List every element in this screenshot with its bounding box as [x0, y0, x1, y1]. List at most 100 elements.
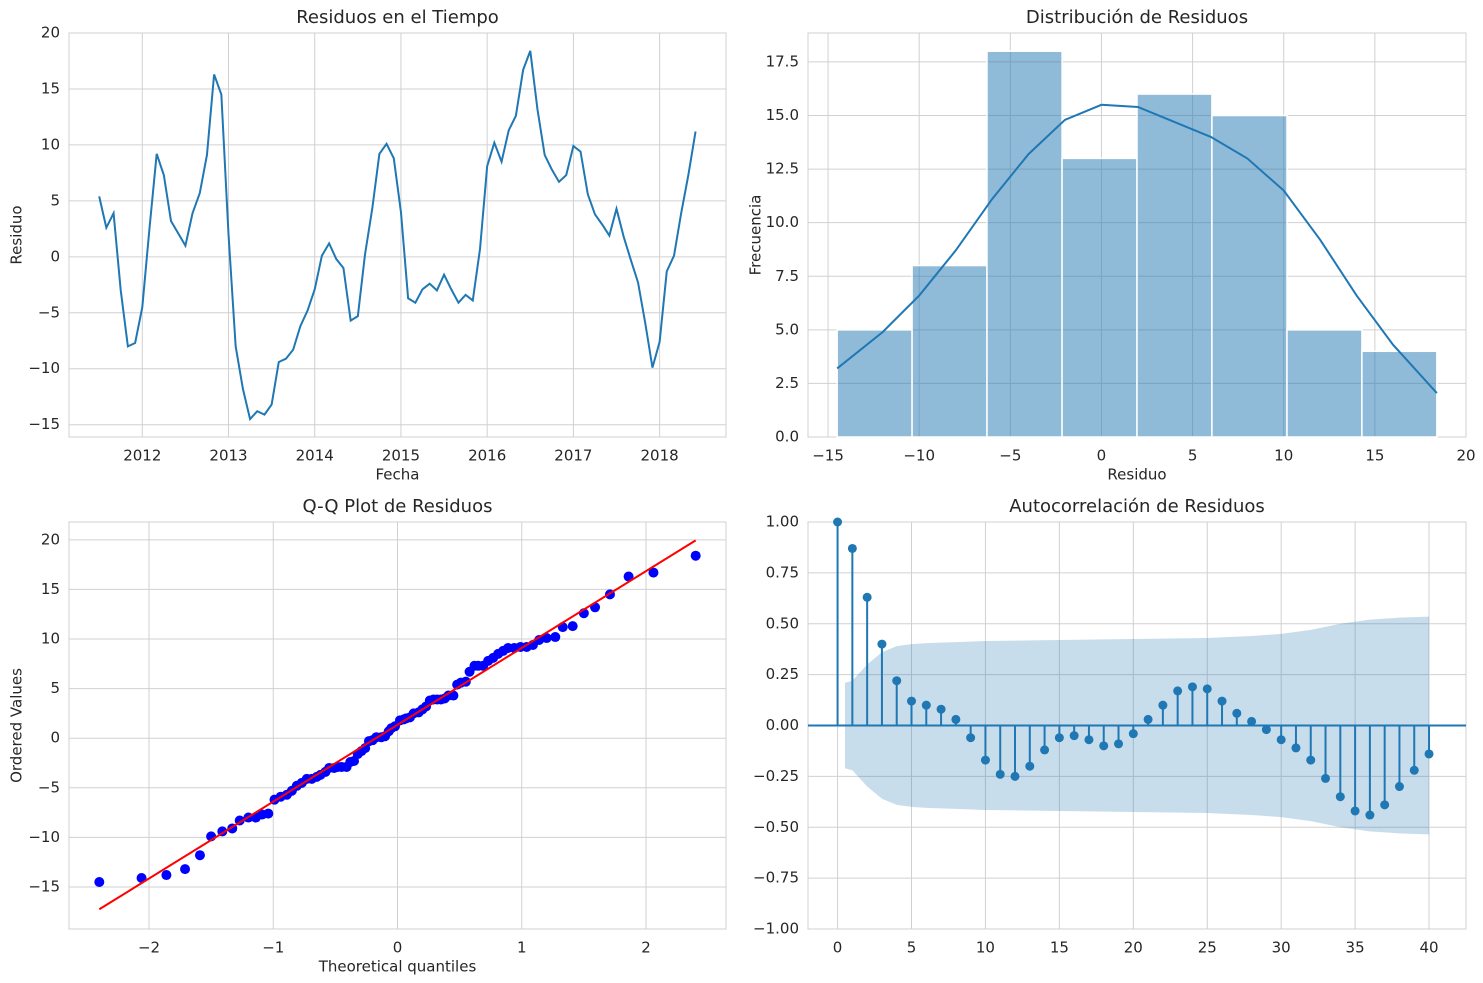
stem-marker — [995, 769, 1005, 779]
y-tick-label: −0.75 — [753, 869, 799, 887]
y-tick-label: 0.75 — [766, 563, 799, 581]
y-tick-label: 1.00 — [766, 513, 799, 531]
stem-marker — [1321, 773, 1331, 783]
stem-marker — [1010, 771, 1020, 781]
qq-point — [263, 808, 274, 819]
stem-marker — [1025, 761, 1035, 771]
stem-marker — [1335, 792, 1345, 802]
qq-point — [550, 632, 561, 643]
stem-marker — [1054, 733, 1064, 743]
x-tick-label: 2015 — [382, 447, 420, 465]
y-tick-label: 0.0 — [775, 428, 799, 446]
chart-title: Residuos en el Tiempo — [296, 7, 499, 28]
x-tick-label: 0 — [833, 939, 843, 957]
x-tick-label: 0 — [393, 939, 403, 957]
stem-marker — [1114, 739, 1124, 749]
axes-frame — [68, 521, 727, 930]
stem-marker — [936, 704, 946, 714]
y-tick-label: 10 — [41, 630, 60, 648]
x-tick-label: 40 — [1419, 939, 1438, 957]
y-tick-label: 17.5 — [766, 52, 799, 70]
stem-marker — [1173, 686, 1183, 696]
stem-marker — [1158, 700, 1168, 710]
x-axis-label: Residuo — [1107, 466, 1166, 484]
qq-point — [94, 876, 105, 887]
subplot: 0 5 10 15 20 25 30 35 40 −1.00 −0.75 −0.50 −0.25 0.00… — [753, 496, 1467, 957]
y-tick-label: −10 — [28, 359, 60, 377]
y-tick-label: −1.00 — [753, 920, 799, 938]
x-axis-label: Fecha — [376, 466, 420, 484]
histogram-bar — [1286, 329, 1363, 438]
histogram-bar — [911, 264, 988, 438]
stem-marker — [1217, 696, 1227, 706]
subplot: 2012 2013 2014 2015 2016 2017 2018−15−10−50510… — [8, 7, 727, 484]
x-tick-label: 2013 — [209, 447, 247, 465]
x-tick-label: 2018 — [641, 447, 679, 465]
stem-marker — [1291, 743, 1301, 753]
y-tick-label: −5 — [38, 303, 60, 321]
stem-marker — [847, 543, 857, 553]
subplot: −15 −10 −5 0 5 10 15 20 0.0 2.5 5.0 7.5 10.0 12.5 15.0… — [747, 7, 1476, 484]
x-tick-label: 30 — [1272, 939, 1291, 957]
x-tick-label: 5 — [907, 939, 917, 957]
x-tick-label: 15 — [1050, 939, 1069, 957]
stem-marker — [1306, 755, 1316, 765]
x-tick-label: −2 — [138, 939, 160, 957]
x-tick-label: 35 — [1346, 939, 1365, 957]
stem-marker — [833, 517, 843, 527]
y-tick-label: 20 — [41, 530, 60, 548]
histogram-bar — [1211, 114, 1288, 438]
x-tick-label: 10 — [976, 939, 995, 957]
stem-marker — [980, 755, 990, 765]
y-tick-label: 0.50 — [766, 614, 799, 632]
y-tick-label: −0.25 — [753, 767, 799, 785]
qq-point — [194, 850, 205, 861]
stem-marker — [1202, 684, 1212, 694]
y-tick-label: −15 — [28, 415, 60, 433]
stem-marker — [966, 733, 976, 743]
stem-marker — [1069, 731, 1079, 741]
stem-marker — [951, 714, 961, 724]
y-tick-label: 12.5 — [766, 160, 799, 178]
y-tick-label: 5.0 — [775, 320, 799, 338]
x-tick-label: 20 — [1456, 447, 1475, 465]
x-tick-label: −1 — [262, 939, 284, 957]
x-tick-label: 25 — [1198, 939, 1217, 957]
y-tick-label: −10 — [28, 828, 60, 846]
qq-point — [567, 621, 578, 632]
axes-frame — [68, 32, 727, 438]
y-tick-label: −15 — [28, 877, 60, 895]
stem-marker — [877, 639, 887, 649]
stem-marker — [1350, 806, 1360, 816]
qq-point — [448, 690, 459, 701]
x-axis-label: Theoretical quantiles — [318, 958, 477, 976]
stem-marker — [1261, 725, 1271, 735]
y-tick-label: 10 — [41, 135, 60, 153]
x-tick-label: 2016 — [468, 447, 506, 465]
x-tick-label: −10 — [903, 447, 935, 465]
qq-point — [690, 550, 701, 561]
chart-title: Q-Q Plot de Residuos — [303, 496, 493, 517]
stem-marker — [1143, 714, 1153, 724]
stem-marker — [1128, 729, 1138, 739]
stem-marker — [907, 696, 917, 706]
x-tick-label: −5 — [999, 447, 1021, 465]
stem-marker — [862, 592, 872, 602]
stem-marker — [1232, 708, 1242, 718]
x-tick-label: 2014 — [296, 447, 334, 465]
histogram-bar — [1136, 93, 1213, 438]
data-line — [98, 50, 697, 422]
qq-point — [648, 567, 659, 578]
x-tick-label: 5 — [1188, 447, 1198, 465]
stem-marker — [1394, 782, 1404, 792]
y-tick-label: −5 — [38, 778, 60, 796]
stem-marker — [892, 676, 902, 686]
y-axis-label: Ordered Values — [8, 668, 26, 783]
qq-point — [180, 864, 191, 875]
stem-marker — [1380, 800, 1390, 810]
stem-marker — [1276, 735, 1286, 745]
stem-marker — [1187, 682, 1197, 692]
y-tick-label: 2.5 — [775, 374, 799, 392]
kde-line — [836, 103, 1438, 394]
